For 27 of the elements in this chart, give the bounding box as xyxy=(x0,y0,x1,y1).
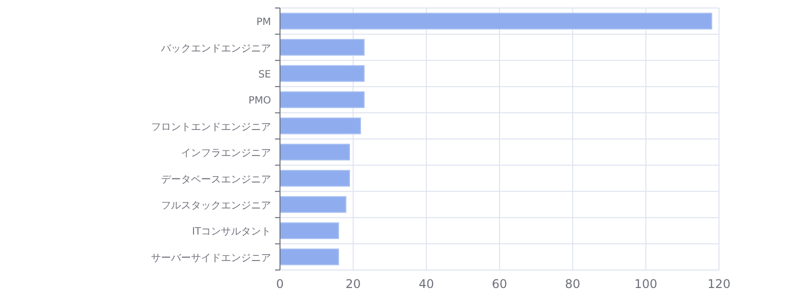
y-tick-label: インフラエンジニア xyxy=(181,148,271,160)
y-tick-label: SE xyxy=(258,70,271,80)
y-tick-label: PMO xyxy=(248,96,272,107)
x-tick-label: 100 xyxy=(634,277,658,291)
y-tick-label: フルスタックエンジニア xyxy=(161,200,271,212)
bar xyxy=(280,38,365,56)
bar xyxy=(280,91,365,108)
y-tick-label: ITコンサルタント xyxy=(192,226,271,238)
bar xyxy=(280,118,361,134)
bar xyxy=(280,65,365,82)
y-tick-label: データベースエンジニア xyxy=(161,174,271,186)
x-tick-label: 60 xyxy=(492,277,508,291)
y-tick-label: バックエンドエンジニア xyxy=(160,43,271,54)
x-tick-label: 40 xyxy=(418,277,434,291)
y-tick-label: PM xyxy=(256,17,271,28)
bar xyxy=(280,144,350,160)
x-tick-label: 120 xyxy=(708,277,730,291)
x-tick-label: 80 xyxy=(565,277,580,291)
bar xyxy=(280,222,340,240)
x-tick-label: 20 xyxy=(346,277,361,291)
bar xyxy=(280,12,712,30)
x-tick-label: 0 xyxy=(276,277,284,291)
y-tick-label: フロントエンドエンジニア xyxy=(151,122,271,133)
bar xyxy=(280,170,350,187)
y-tick-label: サーバーサイドエンジニア xyxy=(151,252,271,264)
bar xyxy=(280,248,340,266)
bar xyxy=(280,196,346,213)
